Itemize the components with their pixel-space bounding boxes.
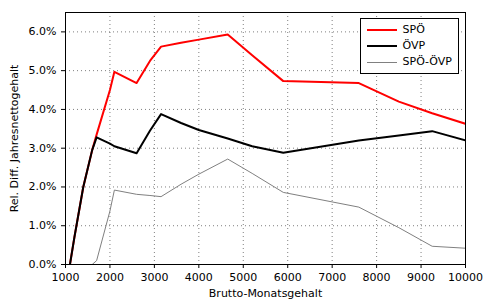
html-text:SPÖ-ÖVP: SPÖ-ÖVP — [402, 55, 452, 68]
svg-text:2.0%: 2.0% — [29, 180, 57, 193]
svg-text:10000: 10000 — [448, 271, 483, 284]
svg-text:Rel. Diff. Jahresnettogehalt: Rel. Diff. Jahresnettogehalt — [8, 64, 21, 212]
svg-text:6000: 6000 — [274, 271, 302, 284]
svg-text:9000: 9000 — [407, 271, 435, 284]
svg-text:0.0%: 0.0% — [29, 258, 57, 271]
svg-text:5000: 5000 — [229, 271, 257, 284]
html-text:ÖVP: ÖVP — [402, 39, 426, 52]
svg-text:1.0%: 1.0% — [29, 219, 57, 232]
svg-text:5.0%: 5.0% — [29, 64, 57, 77]
svg-text:4000: 4000 — [185, 271, 213, 284]
svg-text:Brutto-Monatsgehalt: Brutto-Monatsgehalt — [209, 287, 323, 300]
svg-text:8000: 8000 — [363, 271, 391, 284]
svg-text:3.0%: 3.0% — [29, 142, 57, 155]
svg-text:4.0%: 4.0% — [29, 103, 57, 116]
svg-text:6.0%: 6.0% — [29, 25, 57, 38]
svg-text:1000: 1000 — [52, 271, 80, 284]
svg-text:2000: 2000 — [96, 271, 124, 284]
html-text:SPÖ: SPÖ — [402, 23, 425, 36]
svg-text:7000: 7000 — [318, 271, 346, 284]
svg-text:3000: 3000 — [140, 271, 168, 284]
